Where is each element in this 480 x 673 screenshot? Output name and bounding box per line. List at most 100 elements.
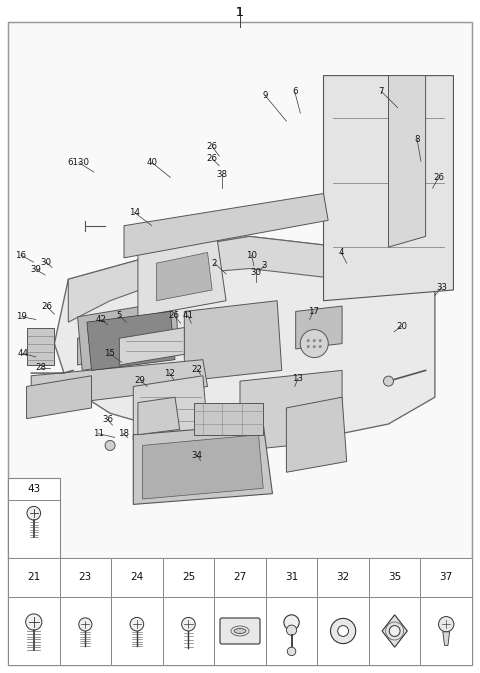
Bar xyxy=(8,558,60,597)
Text: 1: 1 xyxy=(236,5,244,18)
Circle shape xyxy=(307,339,310,342)
Circle shape xyxy=(300,330,328,357)
Polygon shape xyxy=(388,75,426,247)
Polygon shape xyxy=(26,376,92,419)
Circle shape xyxy=(27,506,41,520)
Circle shape xyxy=(384,376,394,386)
Polygon shape xyxy=(26,328,54,365)
Text: 13: 13 xyxy=(292,374,303,383)
Circle shape xyxy=(130,617,144,631)
Bar xyxy=(266,597,317,665)
Polygon shape xyxy=(78,301,180,370)
Text: 11: 11 xyxy=(93,429,104,438)
Polygon shape xyxy=(240,370,342,451)
Bar xyxy=(214,558,266,597)
Text: 20: 20 xyxy=(396,322,407,331)
Text: 26: 26 xyxy=(207,154,217,163)
Polygon shape xyxy=(133,424,273,504)
Bar xyxy=(214,597,266,665)
Polygon shape xyxy=(324,75,454,301)
FancyBboxPatch shape xyxy=(220,618,260,644)
Bar xyxy=(163,597,214,665)
Circle shape xyxy=(287,625,297,635)
Bar xyxy=(369,597,420,665)
Polygon shape xyxy=(443,632,450,645)
Text: 19: 19 xyxy=(16,312,27,321)
Bar xyxy=(420,597,472,665)
Circle shape xyxy=(439,616,454,632)
Polygon shape xyxy=(54,236,435,440)
Bar xyxy=(8,22,472,558)
Polygon shape xyxy=(68,236,416,322)
Text: 26: 26 xyxy=(433,173,444,182)
Bar xyxy=(60,597,111,665)
Text: 14: 14 xyxy=(129,208,140,217)
Text: 22: 22 xyxy=(192,365,203,374)
Polygon shape xyxy=(138,397,180,435)
Circle shape xyxy=(288,647,296,656)
Text: 26: 26 xyxy=(41,302,52,310)
Bar xyxy=(60,558,111,597)
Bar xyxy=(317,558,369,597)
Text: 27: 27 xyxy=(233,573,247,583)
Text: 33: 33 xyxy=(436,283,447,292)
Polygon shape xyxy=(120,328,184,365)
Text: 44: 44 xyxy=(17,349,28,358)
Bar xyxy=(420,558,472,597)
Text: 6130: 6130 xyxy=(68,158,90,167)
Circle shape xyxy=(319,339,322,342)
Circle shape xyxy=(79,618,92,631)
Text: 6: 6 xyxy=(292,87,298,96)
Polygon shape xyxy=(138,236,226,317)
Text: 30: 30 xyxy=(40,258,51,267)
Text: 16: 16 xyxy=(15,250,26,260)
Text: 7: 7 xyxy=(379,87,384,96)
Text: 2: 2 xyxy=(212,258,217,268)
Polygon shape xyxy=(287,397,347,472)
Text: 15: 15 xyxy=(104,349,115,358)
Text: 24: 24 xyxy=(130,573,144,583)
Text: 25: 25 xyxy=(182,573,195,583)
Bar xyxy=(317,597,369,665)
Ellipse shape xyxy=(234,629,246,633)
Polygon shape xyxy=(193,402,263,435)
Text: 3: 3 xyxy=(262,261,267,271)
Text: 31: 31 xyxy=(285,573,298,583)
Text: 32: 32 xyxy=(336,573,350,583)
Circle shape xyxy=(181,617,195,631)
Text: 1: 1 xyxy=(236,5,244,18)
Text: 35: 35 xyxy=(388,573,401,583)
Text: 38: 38 xyxy=(217,170,228,179)
Circle shape xyxy=(105,440,115,450)
Text: 28: 28 xyxy=(35,363,46,372)
Polygon shape xyxy=(143,435,263,499)
Circle shape xyxy=(319,345,322,348)
Text: 36: 36 xyxy=(102,415,113,424)
Text: 37: 37 xyxy=(440,573,453,583)
Polygon shape xyxy=(184,301,282,381)
Text: 26: 26 xyxy=(207,142,217,151)
Polygon shape xyxy=(124,194,328,258)
Bar xyxy=(8,597,60,665)
Circle shape xyxy=(284,615,299,630)
Text: 29: 29 xyxy=(135,376,145,384)
Bar xyxy=(8,478,60,558)
Text: 30: 30 xyxy=(251,269,262,277)
Circle shape xyxy=(331,618,356,643)
Text: 41: 41 xyxy=(182,311,193,320)
Circle shape xyxy=(313,339,316,342)
Text: 8: 8 xyxy=(415,135,420,145)
Text: 4: 4 xyxy=(338,248,344,257)
Text: 5: 5 xyxy=(117,311,122,320)
Text: 23: 23 xyxy=(79,573,92,583)
Polygon shape xyxy=(31,359,207,408)
Circle shape xyxy=(313,345,316,348)
Text: 21: 21 xyxy=(27,573,40,583)
Polygon shape xyxy=(156,252,212,301)
Polygon shape xyxy=(296,306,342,349)
Text: 43: 43 xyxy=(27,484,40,494)
Bar xyxy=(163,558,214,597)
Polygon shape xyxy=(87,312,175,370)
Text: 42: 42 xyxy=(96,315,106,324)
Text: 34: 34 xyxy=(192,451,203,460)
